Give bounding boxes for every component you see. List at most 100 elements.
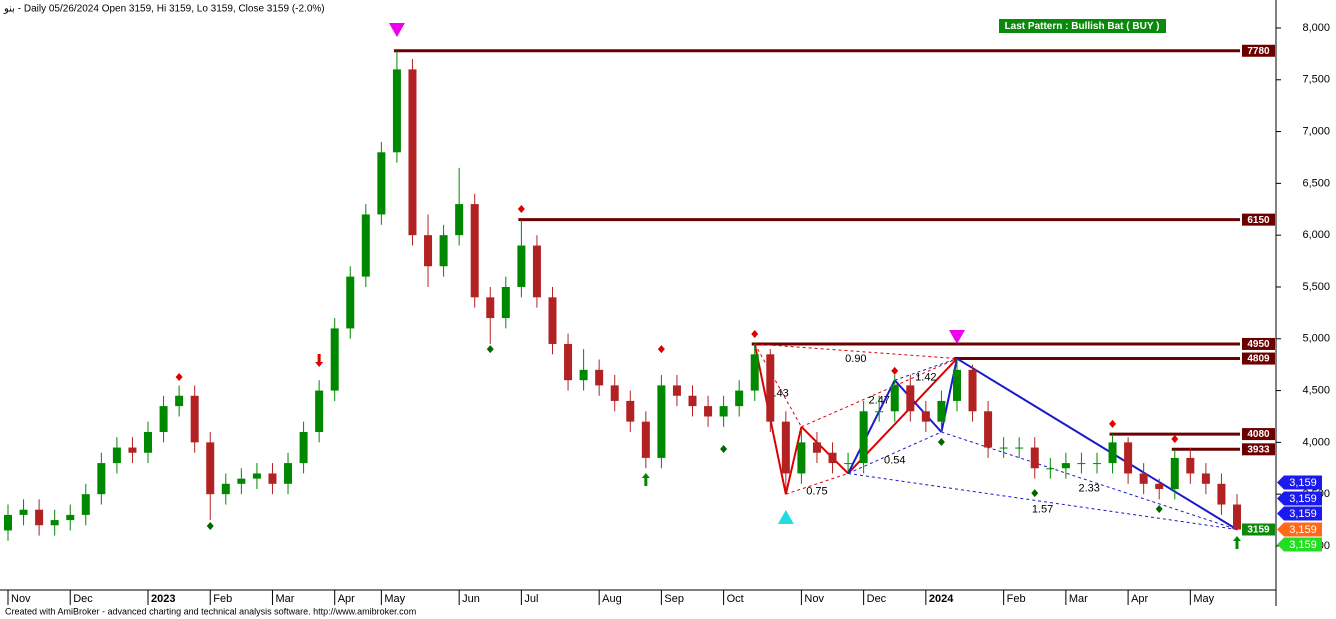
candle-body xyxy=(1124,442,1133,474)
y-tick-label: 5,000 xyxy=(1302,333,1330,345)
candle-body xyxy=(906,385,915,412)
level-label: 4950 xyxy=(1247,339,1270,350)
candle-body xyxy=(781,421,790,474)
candle-body xyxy=(610,385,619,401)
pattern-label: Last Pattern : Bullish Bat ( BUY ) xyxy=(1005,21,1160,32)
candle-body xyxy=(4,514,12,531)
signal-marker xyxy=(948,330,965,345)
ratio-label: 1.57 xyxy=(1032,503,1053,515)
level-box xyxy=(1242,443,1275,456)
candle-body xyxy=(501,286,510,319)
candle-body xyxy=(66,514,75,521)
signal-marker xyxy=(1155,504,1163,513)
x-tick-label: Nov xyxy=(11,593,31,605)
candle-body xyxy=(812,442,821,453)
x-tick-label: Mar xyxy=(275,593,294,605)
close-marker-label: 3159 xyxy=(1247,525,1270,536)
level-label: 7780 xyxy=(1247,46,1270,57)
candle-body xyxy=(1155,483,1164,489)
y-tick-label: 6,500 xyxy=(1302,177,1330,189)
candle-body xyxy=(361,214,370,277)
x-tick-label: Mar xyxy=(1069,593,1088,605)
chart-title: بنو - Daily 05/26/2024 Open 3159, Hi 315… xyxy=(3,4,325,15)
candle-body xyxy=(1046,468,1055,470)
candle-body xyxy=(206,442,215,495)
price-marker xyxy=(1277,491,1322,506)
y-tick-label: 8,000 xyxy=(1302,22,1330,34)
pattern-line xyxy=(894,358,958,381)
price-marker xyxy=(1277,475,1322,490)
candle-body xyxy=(221,483,230,495)
candle-body xyxy=(937,400,946,422)
level-box xyxy=(1242,428,1275,441)
level-box xyxy=(1242,352,1275,365)
ratio-label: 0.75 xyxy=(806,486,827,498)
candle-body xyxy=(439,235,448,267)
x-tick-label: Oct xyxy=(727,593,744,605)
candle-body xyxy=(1092,463,1101,465)
candle-body xyxy=(346,276,355,329)
candle-body xyxy=(766,354,775,422)
candle-body xyxy=(408,69,417,236)
signal-marker xyxy=(657,345,665,354)
pattern-line xyxy=(784,426,803,495)
signal-marker xyxy=(937,437,945,446)
y-tick-label: 7,500 xyxy=(1302,74,1330,86)
candle-body xyxy=(190,395,199,443)
pattern-line xyxy=(800,426,849,475)
x-tick-label: Feb xyxy=(213,593,232,605)
candle-body xyxy=(97,463,106,495)
candle-body xyxy=(735,390,744,407)
candle-body xyxy=(112,447,121,464)
ratio-label: 1.42 xyxy=(915,371,936,383)
x-tick-label: Aug xyxy=(602,593,622,605)
pattern-line xyxy=(847,379,896,474)
candle-body xyxy=(1030,447,1039,469)
price-marker xyxy=(1277,522,1322,537)
close-marker-box xyxy=(1242,523,1275,536)
candle-body xyxy=(268,473,277,484)
candle-body xyxy=(175,395,184,407)
candle-body xyxy=(797,442,806,474)
candle-body xyxy=(828,452,837,464)
signal-marker xyxy=(641,472,650,486)
signal-marker xyxy=(891,366,899,375)
signal-marker xyxy=(1233,535,1241,549)
candle-body xyxy=(672,385,681,396)
x-tick-label: Sep xyxy=(664,593,684,605)
level-label: 4080 xyxy=(1247,429,1270,440)
candle-body xyxy=(1015,447,1024,449)
candle-body xyxy=(704,406,713,417)
level-label: 3933 xyxy=(1247,444,1270,455)
signal-marker xyxy=(751,330,759,339)
candle-body xyxy=(1077,463,1086,465)
pattern-line xyxy=(894,379,943,433)
price-marker-label: 3,159 xyxy=(1289,524,1317,536)
price-marker xyxy=(1277,537,1322,552)
signal-marker xyxy=(388,23,405,38)
y-tick-label: 7,000 xyxy=(1302,125,1330,137)
candle-body xyxy=(470,204,479,298)
candle-body xyxy=(1108,442,1117,464)
x-tick-label: Dec xyxy=(73,593,93,605)
price-marker-label: 3,159 xyxy=(1289,508,1317,520)
candle-body xyxy=(579,369,588,381)
pattern-line xyxy=(941,431,1238,530)
signal-marker xyxy=(315,354,324,368)
candle-body xyxy=(299,432,308,464)
candle-body xyxy=(1139,473,1148,484)
pattern-line xyxy=(847,431,942,474)
candle-body xyxy=(486,297,495,319)
candle-body xyxy=(641,421,650,458)
candle-body xyxy=(35,509,44,526)
candle-body xyxy=(999,447,1008,449)
candle-body xyxy=(844,463,853,465)
candle-body xyxy=(688,395,697,407)
pattern-label-box xyxy=(999,19,1166,33)
candle-body xyxy=(50,520,59,526)
candle-body xyxy=(284,463,293,484)
candle-body xyxy=(128,447,137,453)
y-tick-label: 5,500 xyxy=(1302,281,1330,293)
candle-body xyxy=(1061,463,1070,469)
